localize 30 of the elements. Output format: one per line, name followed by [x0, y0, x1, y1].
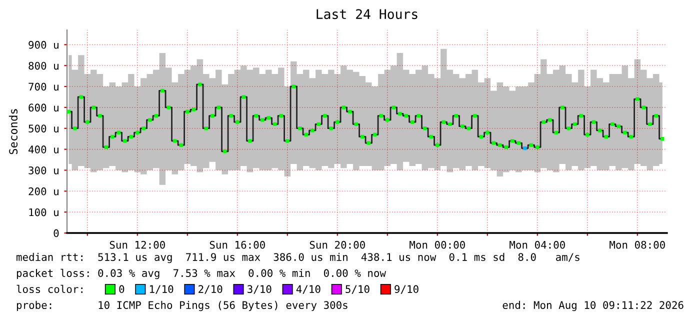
- y-tick-label: 0: [54, 229, 59, 238]
- legend-label: 2/10: [198, 285, 222, 294]
- legend-label: 3/10: [248, 285, 272, 294]
- y-tick-label: 800 u: [28, 62, 58, 70]
- y-tick-label: 600 u: [28, 104, 58, 112]
- legend-title: loss color:: [16, 284, 82, 294]
- x-tick-label: Mon 08:00: [610, 240, 665, 249]
- chart-title: Last 24 Hours: [316, 9, 418, 20]
- x-tick-label: Mon 00:00: [410, 240, 465, 249]
- y-tick-label: 100 u: [29, 208, 58, 216]
- text: packet loss: 0.03 % avg 7.53 % max 0.00 % min 0.00 % now: [16, 268, 386, 280]
- x-tick-label: Sun 20:00: [310, 240, 365, 249]
- legend-label: 9/10: [394, 285, 418, 294]
- y-tick-label: 500 u: [28, 124, 58, 132]
- y-tick-label: 200 u: [28, 187, 58, 196]
- text: median rtt: 513.1 us avg 711.9 us max 386.0 us min 438.1 us now 0.1 ms sd 8.0 am/s: [16, 252, 580, 264]
- y-tick-label: 300 u: [28, 166, 58, 174]
- legend-label: 1/10: [150, 285, 174, 294]
- y-tick-label: 700 u: [28, 82, 58, 91]
- legend-label: 5/10: [346, 285, 370, 294]
- text: probe: 10 ICMP Echo Pings (56 Bytes) every 300s: [16, 300, 348, 312]
- y-axis-title: Seconds: [8, 109, 18, 154]
- y-tick-label: 400 u: [28, 146, 58, 154]
- text: end: Mon Aug 10 09:11:22 2026: [502, 300, 684, 312]
- x-tick-label: Sun 16:00: [210, 240, 265, 249]
- legend-label: 4/10: [296, 285, 320, 294]
- legend-label: 0: [119, 285, 124, 294]
- x-tick-label: Mon 04:00: [510, 240, 565, 249]
- x-tick-label: Sun 12:00: [110, 240, 165, 249]
- y-tick-label: 900 u: [28, 40, 58, 49]
